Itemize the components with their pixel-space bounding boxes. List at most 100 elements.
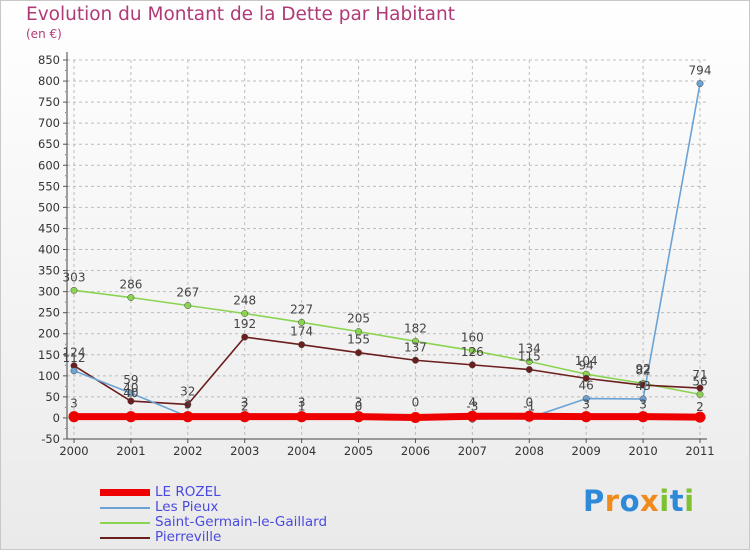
data-label: 59 <box>123 373 138 387</box>
data-label: 124 <box>63 346 86 360</box>
data-point <box>355 328 362 336</box>
data-label: 2 <box>241 400 249 414</box>
data-point <box>298 318 306 326</box>
data-label: 43 <box>635 379 650 393</box>
y-tick-label: 400 <box>38 243 60 257</box>
legend-label: Les Pieux <box>155 499 219 515</box>
data-label: 46 <box>579 379 594 393</box>
data-label: 303 <box>63 270 86 284</box>
logo-letter: t <box>669 484 685 518</box>
data-label: 267 <box>176 286 199 300</box>
data-label: 3 <box>70 397 78 411</box>
x-tick-label: 2003 <box>230 444 259 458</box>
y-tick-label: 450 <box>38 221 60 235</box>
data-point <box>412 337 419 345</box>
data-label: 112 <box>63 351 86 365</box>
legend-label: Saint-Germain-le-Gaillard <box>155 514 328 530</box>
data-point <box>127 397 135 405</box>
data-point <box>580 411 592 423</box>
data-point <box>582 395 590 403</box>
data-label: 160 <box>461 331 484 345</box>
data-point <box>468 361 476 369</box>
data-label: 32 <box>180 384 195 398</box>
data-point <box>70 286 78 294</box>
x-tick-label: 2005 <box>344 444 373 458</box>
y-tick-label: -50 <box>41 432 60 446</box>
legend-label: Pierreville <box>155 529 222 545</box>
data-point <box>184 302 192 309</box>
x-tick-label: 2009 <box>572 444 601 458</box>
data-point <box>296 411 308 423</box>
legend-swatch <box>100 489 150 496</box>
data-label: 3 <box>355 396 363 410</box>
logo-letter: P <box>583 484 605 518</box>
series-line-le-rozel <box>74 412 701 422</box>
data-point <box>182 411 194 423</box>
y-tick-label: 750 <box>38 95 60 109</box>
x-tick-label: 2006 <box>401 444 430 458</box>
data-point <box>525 358 533 365</box>
y-tick-label: 350 <box>38 264 60 278</box>
data-label: 0 <box>525 396 533 410</box>
data-point <box>582 374 590 382</box>
logo-letter: x <box>640 484 660 518</box>
data-label: 3 <box>639 398 647 412</box>
data-point <box>696 390 704 398</box>
data-label: 134 <box>518 342 541 356</box>
chart-title: Evolution du Montant de la Dette par Hab… <box>26 4 455 25</box>
data-label: 94 <box>579 358 594 372</box>
y-tick-label: 600 <box>38 158 60 172</box>
legend-swatch <box>100 537 150 539</box>
data-label: 286 <box>119 278 142 292</box>
data-label: 155 <box>347 333 370 347</box>
proxiti-logo: Proxiti <box>583 484 695 518</box>
y-tick-label: 100 <box>38 369 60 383</box>
data-label: 104 <box>575 354 598 368</box>
x-tick-label: 2000 <box>59 444 88 458</box>
data-point <box>239 411 251 423</box>
data-point <box>70 367 78 375</box>
logo-letter: r <box>604 484 620 518</box>
data-label: 2 <box>696 400 704 414</box>
data-point <box>523 410 535 422</box>
data-label: 4 <box>469 396 477 410</box>
x-tick-label: 2010 <box>628 444 657 458</box>
data-point <box>694 411 706 423</box>
y-tick-label: 850 <box>38 53 60 67</box>
data-label: 3 <box>298 396 306 410</box>
data-label: 92 <box>635 362 650 376</box>
data-point <box>355 349 362 357</box>
y-tick-label: 800 <box>38 74 60 88</box>
data-label: 3 <box>582 398 590 412</box>
legend-swatch <box>100 522 150 524</box>
x-tick-label: 2011 <box>685 444 714 458</box>
x-tick-label: 2001 <box>116 444 145 458</box>
data-point <box>637 411 649 423</box>
data-point <box>125 411 137 423</box>
data-point <box>127 294 135 301</box>
y-tick-label: 500 <box>38 200 60 214</box>
data-label: 192 <box>233 317 256 331</box>
y-tick-label: 550 <box>38 179 60 193</box>
data-label: 137 <box>404 340 427 354</box>
data-point <box>127 389 135 397</box>
legend-label: LE ROZEL <box>155 484 221 500</box>
y-tick-label: 0 <box>53 411 60 425</box>
data-point <box>241 333 249 341</box>
series-line-pierreville <box>73 336 701 406</box>
x-tick-label: 2002 <box>173 444 202 458</box>
data-label: 0 <box>355 400 363 414</box>
data-point <box>696 80 704 88</box>
y-tick-label: 250 <box>38 306 60 320</box>
x-tick-label: 2007 <box>458 444 487 458</box>
data-label: 82 <box>635 363 650 377</box>
data-point <box>353 411 365 423</box>
data-label: 40 <box>123 381 138 395</box>
data-label: 126 <box>461 345 484 359</box>
data-point <box>409 412 421 424</box>
x-tick-label: 2008 <box>515 444 544 458</box>
data-point <box>184 401 192 408</box>
logo-letter: i <box>659 484 670 518</box>
chart-subtitle: (en €) <box>26 27 62 41</box>
